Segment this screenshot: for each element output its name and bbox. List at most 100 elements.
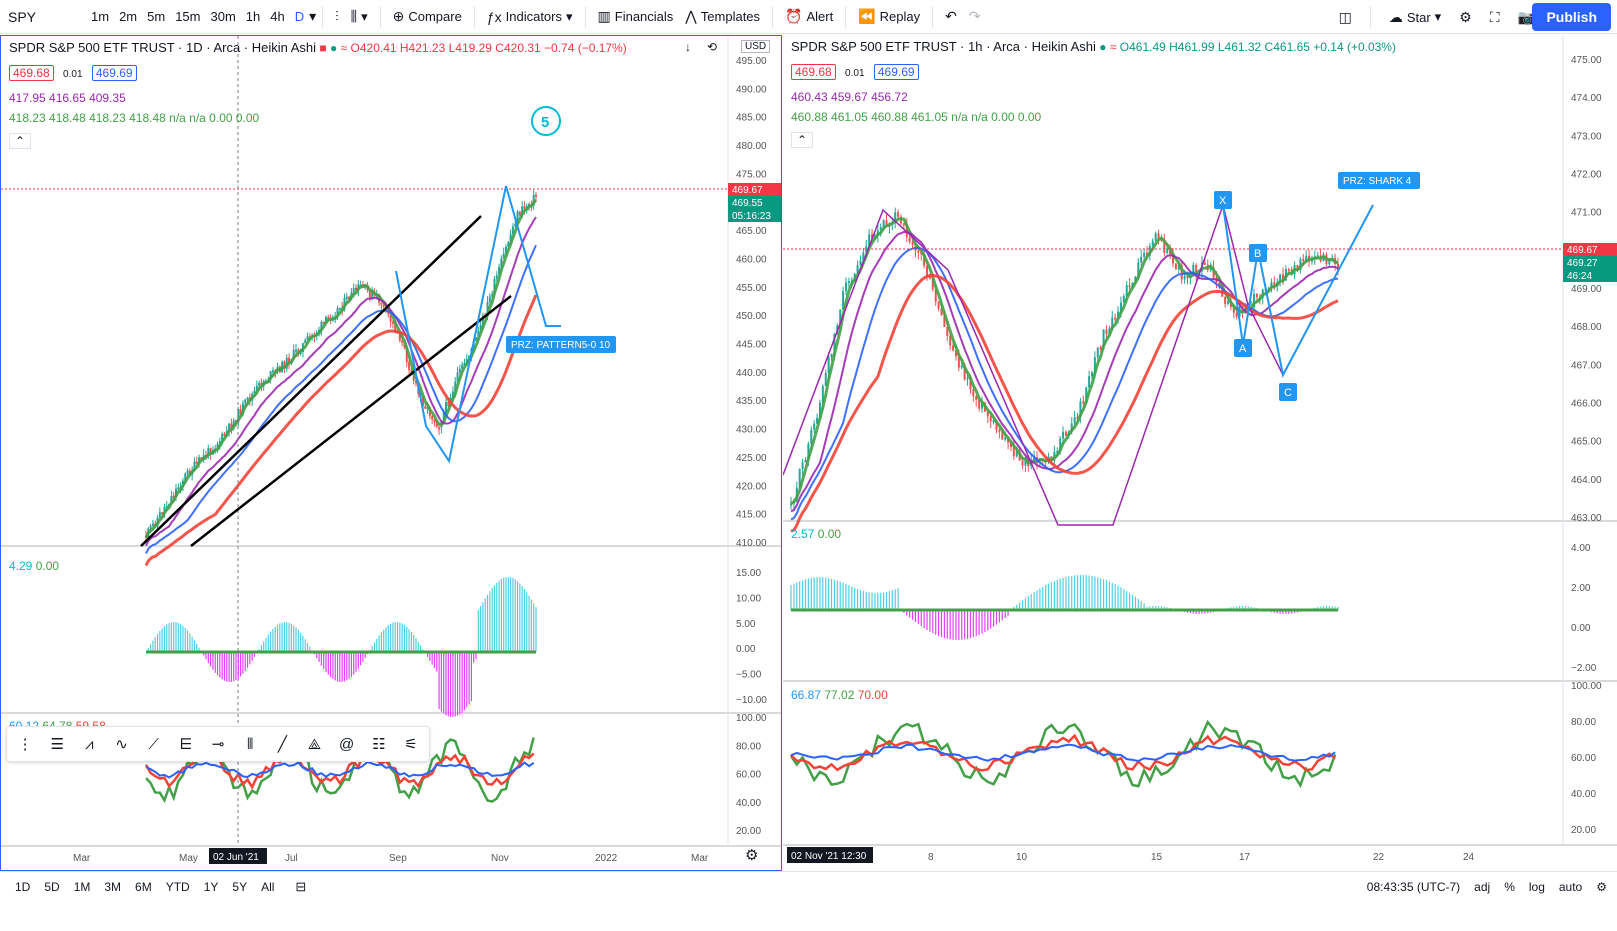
fullscreen-button[interactable]: ⛶: [1484, 9, 1506, 26]
candle: [859, 260, 862, 266]
rewind-icon: ⏪: [858, 8, 876, 24]
date-range-icon[interactable]: ⊟: [295, 878, 307, 894]
candle: [818, 402, 821, 418]
layout-name-button[interactable]: ☁ Star ▾: [1388, 8, 1442, 25]
trend-tool-icon[interactable]: ⟋: [148, 735, 159, 753]
redo-button[interactable]: ↷: [963, 8, 987, 25]
range-1y[interactable]: 1Y: [203, 879, 219, 894]
auto-toggle[interactable]: auto: [1558, 879, 1583, 894]
templates-button[interactable]: ⋀ Templates: [679, 8, 766, 25]
financials-button[interactable]: ▥ Financials: [592, 8, 680, 25]
indicators-button[interactable]: ƒx Indicators ▾: [486, 8, 573, 25]
adj-toggle[interactable]: adj: [1474, 879, 1491, 894]
alert-button[interactable]: ⏰ Alert: [779, 8, 839, 25]
pattern-tool-icon[interactable]: ⟁: [307, 735, 322, 753]
candle: [946, 326, 949, 336]
divider: [473, 5, 475, 28]
snapshot-button[interactable]: 📷: [1512, 9, 1541, 26]
right-legend-title: SPDR S&P 500 ETF TRUST · 1h · Arca · Hei…: [791, 39, 1396, 54]
range-ytd[interactable]: YTD: [165, 879, 190, 894]
cloud-icon: ☁: [1388, 8, 1403, 25]
candle: [216, 444, 219, 449]
spiral-tool-icon[interactable]: @: [339, 735, 355, 753]
range-all[interactable]: All: [261, 879, 275, 894]
candle: [1157, 233, 1160, 239]
fib-tool-icon[interactable]: ⋿: [179, 736, 193, 753]
left-sell-price[interactable]: 469.68: [9, 65, 54, 81]
abcd-tool-icon[interactable]: ⩘: [85, 735, 94, 753]
ray-tool-icon[interactable]: ╱: [277, 736, 287, 753]
right-chart-canvas[interactable]: 475.00474.00473.00472.00471.00470.00469.…: [783, 35, 1617, 871]
candle: [1282, 274, 1285, 281]
cycles-tool-icon[interactable]: ⫴: [247, 735, 254, 753]
candle: [949, 335, 952, 346]
drawing-toolbar: ⋮ ☰ ⩘ ∿ ⟋ ⋿ ⊸ ⫴ ╱ ⟁ @ ☷ ⚟: [6, 726, 430, 762]
candle: [1070, 423, 1073, 432]
replay-button[interactable]: ⏪ Replay: [852, 8, 926, 25]
interval-1m[interactable]: 1m: [91, 9, 110, 24]
candle: [170, 496, 173, 504]
lines-tool-icon[interactable]: ☰: [50, 736, 64, 753]
left-chart-canvas[interactable]: 495.00490.00485.00480.00475.00470.00465.…: [1, 36, 782, 871]
price-axis-label: 471.00: [1571, 208, 1602, 219]
interval-D[interactable]: D: [294, 9, 305, 24]
chart-settings-gear-icon[interactable]: ⚙: [745, 847, 759, 864]
candle: [295, 349, 297, 352]
hline-tool-icon[interactable]: ⊸: [211, 736, 225, 753]
percent-toggle[interactable]: %: [1504, 879, 1515, 894]
chevron-down-icon[interactable]: ▾: [309, 8, 317, 24]
gear-icon[interactable]: ⚙: [1596, 879, 1607, 894]
layout-button[interactable]: ◫: [1333, 9, 1358, 26]
channel-line-lower: [190, 295, 512, 547]
undo-button[interactable]: ↶: [939, 8, 963, 25]
range-1d[interactable]: 1D: [15, 879, 31, 894]
scroll-down-icon[interactable]: ↓: [685, 40, 691, 54]
macd-axis-label: 4.00: [1571, 543, 1591, 554]
settings-button[interactable]: ⚙: [1453, 9, 1478, 26]
wave-tool-icon[interactable]: ∿: [115, 736, 128, 753]
compare-button[interactable]: ⊕ Compare: [387, 8, 468, 25]
range-6m[interactable]: 6M: [135, 879, 152, 894]
range-5d[interactable]: 5D: [44, 879, 60, 894]
range-3m[interactable]: 3M: [104, 879, 122, 894]
candle: [1090, 372, 1093, 377]
moving-average-line: [790, 230, 1339, 513]
symbol-search[interactable]: SPY: [8, 8, 37, 25]
candle: [943, 315, 946, 327]
wave-icon: ≈: [1109, 40, 1117, 54]
moving-average-line: [144, 294, 538, 567]
range-1m[interactable]: 1M: [73, 879, 91, 894]
interval-4h[interactable]: 4h: [270, 9, 285, 24]
price-axis-label: 464.00: [1571, 475, 1602, 486]
interval-1h[interactable]: 1h: [245, 9, 261, 24]
interval-2m[interactable]: 2m: [119, 9, 138, 24]
right-buy-price[interactable]: 469.69: [873, 64, 919, 80]
currency-select[interactable]: USD: [741, 40, 771, 53]
status-dot-icon: ●: [1099, 40, 1107, 54]
candle: [165, 505, 168, 508]
log-toggle[interactable]: log: [1528, 879, 1545, 894]
right-chart-pane[interactable]: 475.00474.00473.00472.00471.00470.00469.…: [783, 35, 1617, 871]
candles-icon: ⫼: [350, 8, 358, 24]
collapse-legend-button[interactable]: ⌃: [9, 133, 32, 149]
refresh-icon[interactable]: ⟲: [707, 40, 718, 54]
drag-handle-icon[interactable]: ⋮: [17, 736, 33, 753]
collapse-legend-button[interactable]: ⌃: [791, 132, 814, 148]
interval-15m[interactable]: 15m: [175, 9, 201, 24]
interval-5m[interactable]: 5m: [147, 9, 166, 24]
bars-style-button[interactable]: ⫶: [329, 8, 345, 25]
range-5y[interactable]: 5Y: [232, 879, 248, 894]
tune-icon[interactable]: ⚟: [404, 736, 418, 753]
right-sell-price[interactable]: 469.68: [791, 64, 836, 80]
divider: [932, 5, 934, 28]
candle: [911, 242, 914, 246]
left-buy-price[interactable]: 469.69: [91, 65, 137, 81]
publish-button[interactable]: Publish: [1532, 3, 1611, 31]
settings-lines-icon[interactable]: ☷: [372, 736, 386, 753]
interval-30m[interactable]: 30m: [210, 9, 236, 24]
candle: [514, 223, 517, 227]
chart-type-button[interactable]: ⫼ ▾: [350, 8, 368, 24]
candle: [1192, 264, 1195, 276]
candle: [992, 420, 995, 423]
left-chart-pane[interactable]: 495.00490.00485.00480.00475.00470.00465.…: [0, 35, 782, 871]
